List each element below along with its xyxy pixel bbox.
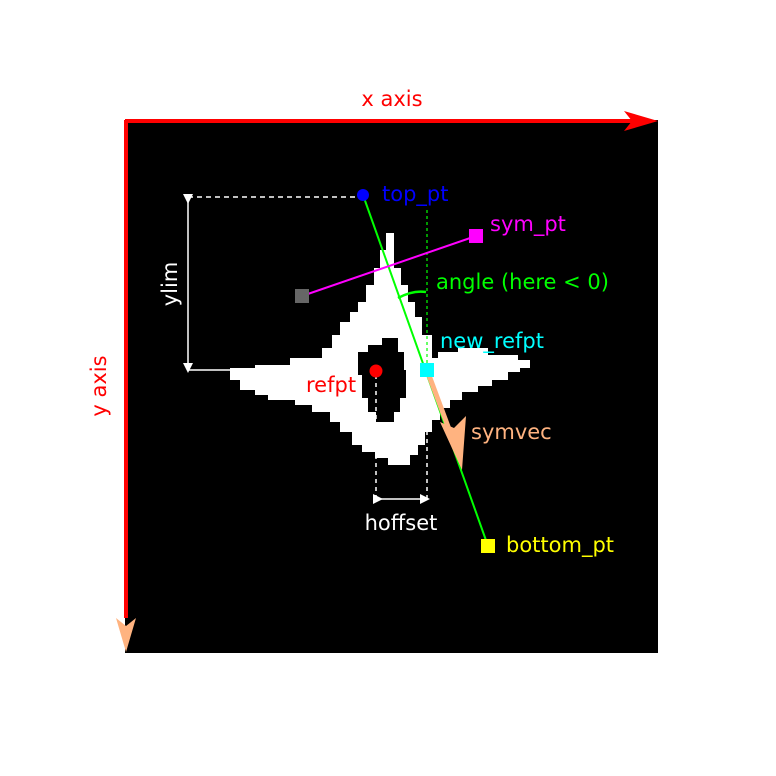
grey-point <box>295 289 309 303</box>
angle-label: angle (here < 0) <box>436 270 609 294</box>
hoffset-label: hoffset <box>365 511 438 535</box>
y-axis-label: y axis <box>87 355 111 416</box>
shape-hole <box>358 338 406 422</box>
x-axis-arrowhead <box>624 111 658 131</box>
bottom-pt-marker <box>481 539 495 553</box>
new-refpt-marker <box>420 363 434 377</box>
sym-pt-label: sym_pt <box>490 212 566 237</box>
refpt-label: refpt <box>306 373 356 397</box>
new-refpt-label: new_refpt <box>440 329 544 354</box>
symmetry-line <box>301 235 477 297</box>
symvec-arrowhead <box>440 416 466 470</box>
x-axis-label: x axis <box>361 87 422 111</box>
bottom-pt-label: bottom_pt <box>506 533 614 558</box>
angle-arc <box>397 290 427 300</box>
y-axis-arrowhead <box>116 618 136 652</box>
sym-pt-marker <box>469 229 483 243</box>
ylim-label: ylim <box>158 262 182 307</box>
refpt-marker <box>369 364 383 378</box>
top-pt-label: top_pt <box>382 182 448 207</box>
top-pt-marker <box>357 189 369 201</box>
symvec-label: symvec <box>471 420 552 444</box>
